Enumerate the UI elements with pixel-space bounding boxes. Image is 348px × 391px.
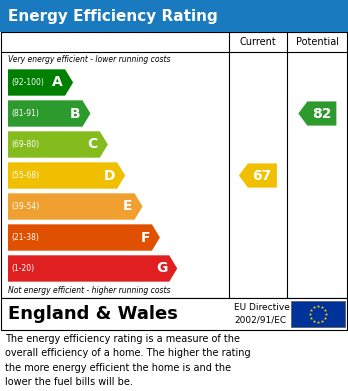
Text: B: B: [70, 106, 80, 120]
Text: EU Directive
2002/91/EC: EU Directive 2002/91/EC: [234, 303, 290, 325]
Text: (39-54): (39-54): [11, 202, 39, 211]
Bar: [0, 0, 348, 32]
Polygon shape: [298, 101, 337, 126]
Text: Very energy efficient - lower running costs: Very energy efficient - lower running co…: [8, 55, 171, 64]
Text: (69-80): (69-80): [11, 140, 39, 149]
Text: (81-91): (81-91): [11, 109, 39, 118]
Text: C: C: [88, 138, 98, 151]
Polygon shape: [8, 224, 160, 251]
Text: A: A: [52, 75, 63, 90]
Bar: [291, 301, 345, 327]
Polygon shape: [8, 255, 177, 282]
Text: 82: 82: [311, 106, 331, 120]
Text: (55-68): (55-68): [11, 171, 39, 180]
Text: (1-20): (1-20): [11, 264, 34, 273]
Polygon shape: [239, 163, 277, 188]
Text: Current: Current: [239, 37, 276, 47]
Text: 67: 67: [252, 169, 271, 183]
Text: The energy efficiency rating is a measure of the
overall efficiency of a home. T: The energy efficiency rating is a measur…: [5, 334, 251, 387]
Polygon shape: [8, 100, 90, 127]
Text: (21-38): (21-38): [11, 233, 39, 242]
Text: Energy Efficiency Rating: Energy Efficiency Rating: [8, 9, 218, 23]
Polygon shape: [8, 193, 143, 220]
Polygon shape: [8, 162, 125, 189]
Text: Not energy efficient - higher running costs: Not energy efficient - higher running co…: [8, 286, 171, 295]
Bar: [1, 298, 347, 330]
Polygon shape: [8, 69, 73, 96]
Text: F: F: [140, 231, 150, 244]
Text: England & Wales: England & Wales: [8, 305, 178, 323]
Polygon shape: [8, 131, 108, 158]
Text: E: E: [123, 199, 133, 213]
Text: G: G: [156, 262, 167, 276]
Text: D: D: [104, 169, 115, 183]
Text: (92-100): (92-100): [11, 78, 44, 87]
Bar: [1, 32, 347, 298]
Text: Potential: Potential: [296, 37, 339, 47]
